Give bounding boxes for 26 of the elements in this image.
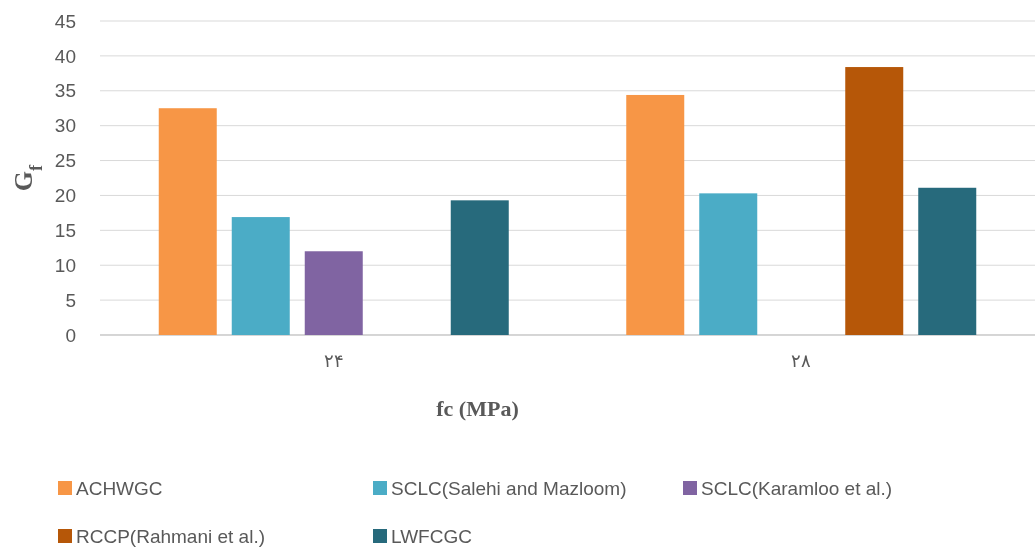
y-tick-label: 10 [54,254,76,276]
y-tick-label: 30 [54,115,76,137]
legend-label: SCLC(Salehi and Mazloom) [391,477,627,499]
y-tick-label: 15 [54,219,76,241]
y-tick-label: 40 [54,45,76,67]
x-axis-title: fc (MPa) [436,396,519,421]
bar [304,251,363,335]
y-tick-label: 45 [54,10,76,32]
legend-label: SCLC(Karamloo et al.) [701,477,893,499]
bar [626,94,685,335]
bar [158,108,217,335]
x-tick-label: ۲۴ [323,351,344,371]
legend-label: LWFCGC [391,525,472,547]
bar [450,200,509,335]
x-tick-label: ۲۸ [791,351,812,371]
y-tick-label: 0 [65,324,76,346]
legend-label: ACHWGC [76,477,163,499]
bar [918,187,977,335]
y-tick-label: 5 [65,289,76,311]
y-tick-label: 25 [54,150,76,172]
y-tick-label: 35 [54,80,76,102]
legend-label: RCCP(Rahmani et al.) [76,525,265,547]
y-tick-label: 20 [54,185,76,207]
bar [231,217,290,335]
bar [699,193,758,335]
bar [845,67,904,335]
